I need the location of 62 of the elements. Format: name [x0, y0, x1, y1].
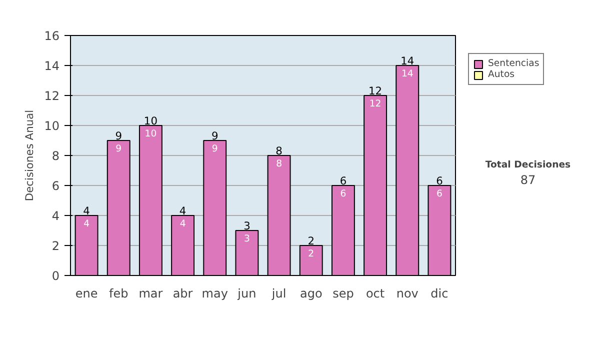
bar [364, 95, 388, 276]
y-tick-label: 0 [52, 269, 60, 283]
data-label: 9 [212, 144, 218, 154]
data-label: 3 [244, 234, 250, 244]
y-tick-label: 16 [44, 29, 60, 43]
bar [267, 155, 291, 276]
data-label: 10 [144, 128, 157, 140]
y-tick-label: 8 [52, 149, 60, 163]
bar [428, 185, 452, 276]
data-label: 14 [401, 68, 414, 80]
x-tick-label: may [202, 286, 228, 300]
bar [299, 245, 323, 276]
total-label: 14 [400, 54, 414, 68]
x-tick-label: jun [236, 286, 256, 300]
text: Total Decisiones [485, 160, 572, 171]
y-tick-label: 10 [44, 119, 60, 133]
total-label: 9 [211, 130, 218, 142]
bar [235, 230, 259, 276]
total-label: 8 [276, 144, 283, 158]
x-tick-label: nov [396, 286, 418, 300]
data-label: 12 [369, 98, 382, 110]
legend-label: Sentencias [488, 58, 540, 69]
bar [203, 140, 227, 276]
total-label: 4 [179, 204, 186, 218]
bar [331, 185, 355, 276]
total-label: 6 [340, 174, 347, 188]
y-axis-title: Decisiones Anual [23, 110, 36, 202]
y-tick-label: 4 [52, 209, 60, 223]
bar [106, 140, 130, 276]
x-tick-label: abr [172, 286, 193, 300]
bar [74, 215, 98, 276]
data-label: 2 [308, 248, 314, 260]
x-tick-label: dic [430, 286, 448, 300]
data-label: 6 [340, 188, 346, 200]
y-tick-label: 12 [44, 89, 60, 103]
total-label: 3 [244, 220, 250, 232]
y-tick-label: 6 [52, 179, 60, 193]
data-label: 8 [276, 158, 282, 170]
x-tick-label: oct [366, 286, 385, 300]
text: 87 [520, 173, 536, 187]
x-tick-label: jul [270, 286, 286, 300]
data-label: 4 [180, 218, 186, 230]
bar [138, 125, 162, 276]
total-label: 12 [368, 84, 382, 98]
bar [396, 65, 420, 276]
x-tick-label: feb [109, 286, 128, 300]
x-tick-label: mar [138, 286, 163, 300]
total-label: 10 [144, 114, 158, 128]
bar [171, 215, 195, 276]
total-label: 6 [436, 174, 444, 188]
data-label: 4 [84, 218, 90, 230]
y-tick-label: 14 [44, 59, 60, 73]
x-tick-label: ene [75, 286, 98, 300]
data-label: 9 [116, 144, 122, 154]
total-label: 4 [83, 204, 90, 218]
data-label: 6 [436, 188, 442, 200]
total-label: 2 [308, 234, 315, 248]
y-tick-label: 2 [52, 239, 60, 253]
total-label: 9 [115, 130, 122, 142]
legend-label: Autos [488, 69, 515, 80]
x-tick-label: sep [332, 286, 354, 300]
x-tick-label: ago [300, 286, 322, 300]
